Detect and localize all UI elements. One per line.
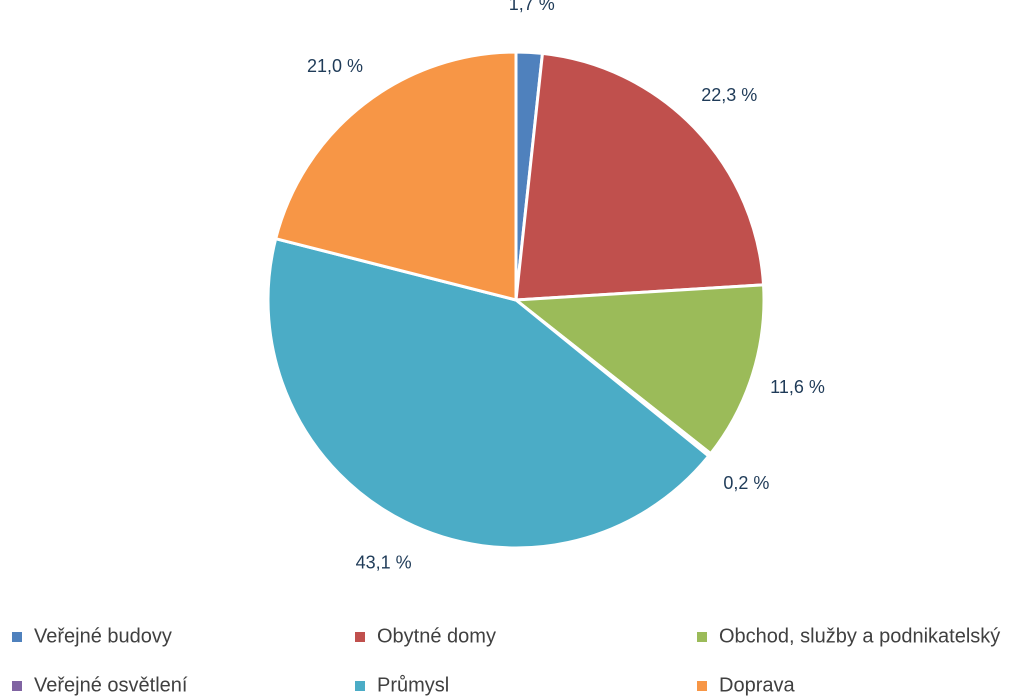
pie-slice <box>511 283 766 456</box>
data-label: 11,6 % <box>770 377 825 397</box>
data-label: 1,7 % <box>509 0 555 14</box>
data-label: 0,2 % <box>723 473 769 493</box>
legend-label: Průmysl <box>377 674 449 696</box>
legend-swatch <box>12 632 22 642</box>
legend-swatch <box>355 681 365 691</box>
legend-swatch <box>697 681 707 691</box>
legend-label: Doprava <box>719 674 795 696</box>
data-label: 22,3 % <box>701 85 757 105</box>
pie-slice <box>273 50 518 302</box>
legend-label: Obchod, služby a podnikatelský <box>719 625 1000 647</box>
legend-swatch <box>12 681 22 691</box>
data-label: 21,0 % <box>307 56 363 76</box>
legend-label: Veřejné osvětlení <box>34 674 188 696</box>
pie-slice <box>514 51 766 302</box>
pie-slice <box>266 236 711 550</box>
legend-label: Veřejné budovy <box>34 625 172 647</box>
data-label: 43,1 % <box>356 552 412 572</box>
legend-swatch <box>697 632 707 642</box>
legend-label: Obytné domy <box>377 625 496 647</box>
legend-swatch <box>355 632 365 642</box>
